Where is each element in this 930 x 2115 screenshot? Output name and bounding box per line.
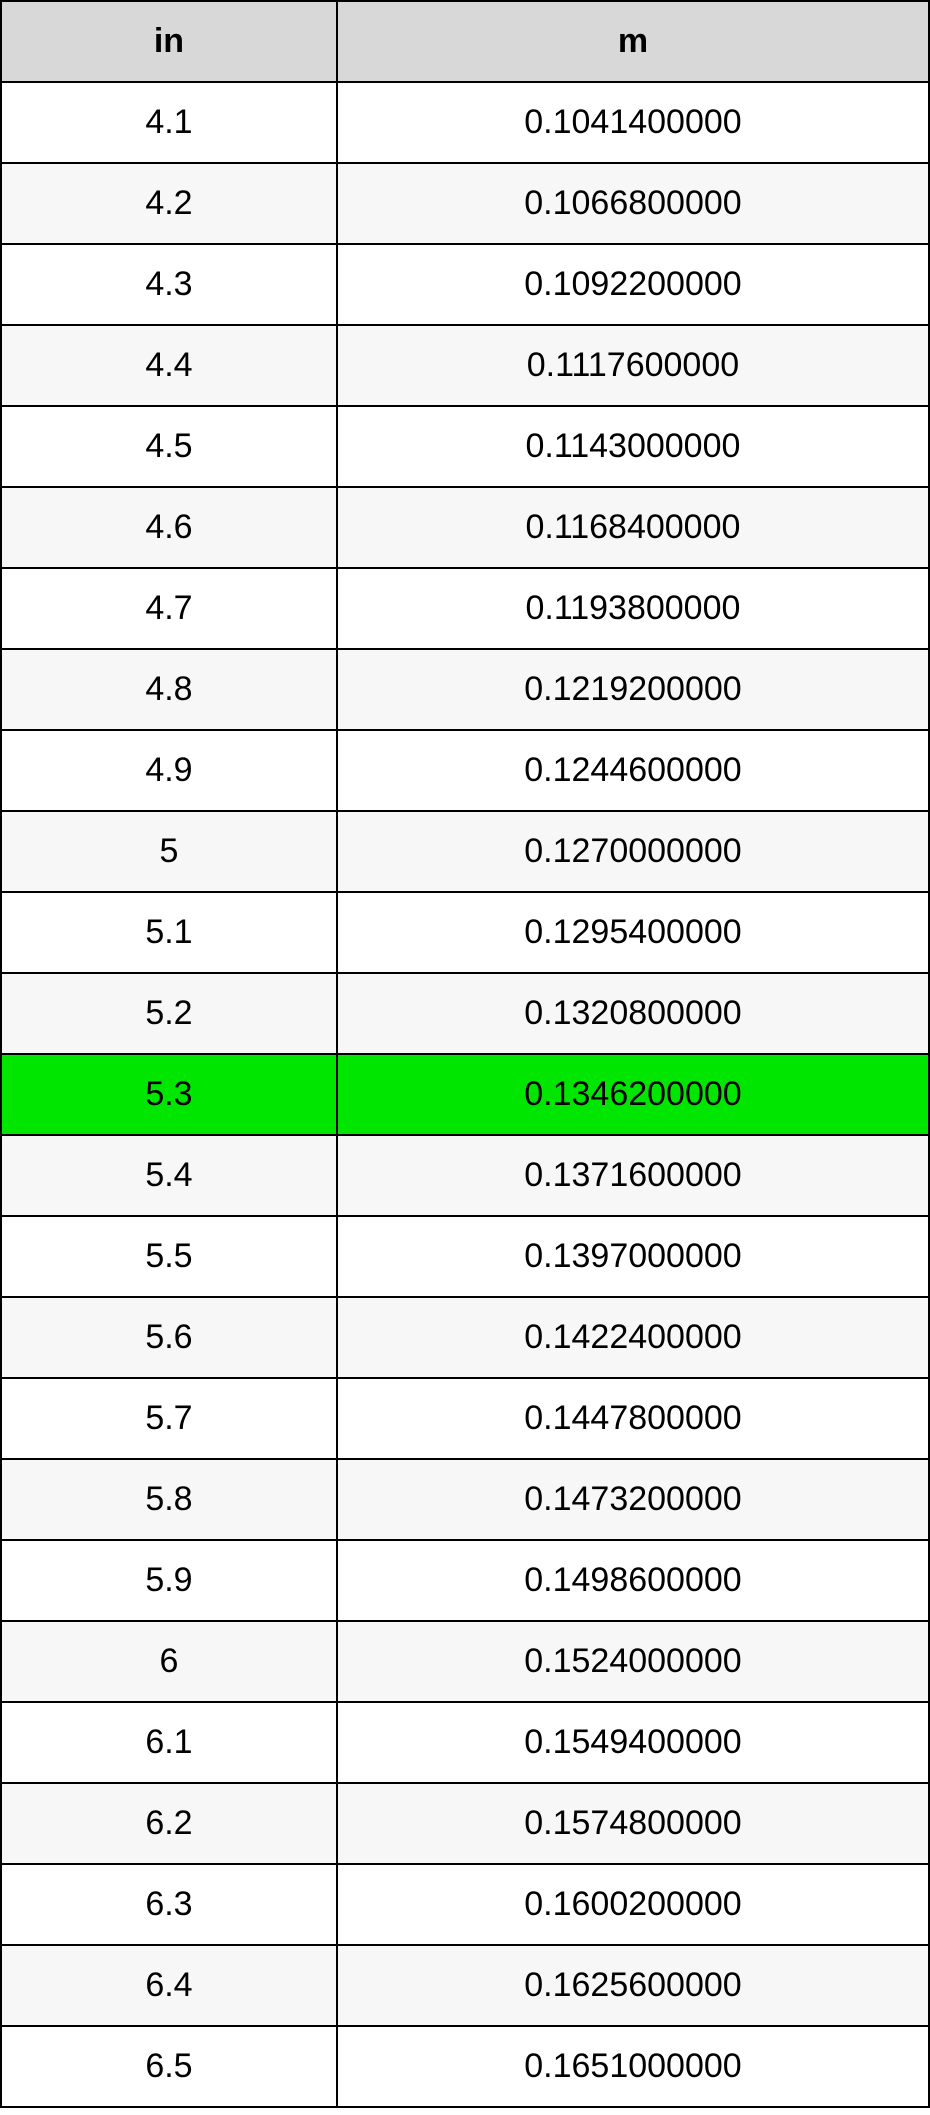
cell-in: 4.6 — [1, 487, 337, 568]
cell-m: 0.1193800000 — [337, 568, 929, 649]
table-row: 5.60.1422400000 — [1, 1297, 929, 1378]
table-row: 5.10.1295400000 — [1, 892, 929, 973]
cell-m: 0.1168400000 — [337, 487, 929, 568]
table-row: 6.30.1600200000 — [1, 1864, 929, 1945]
table-row-highlighted: 5.30.1346200000 — [1, 1054, 929, 1135]
cell-m: 0.1320800000 — [337, 973, 929, 1054]
cell-m: 0.1219200000 — [337, 649, 929, 730]
cell-m: 0.1117600000 — [337, 325, 929, 406]
table-row: 5.90.1498600000 — [1, 1540, 929, 1621]
table-header-row: in m — [1, 1, 929, 82]
cell-in: 4.7 — [1, 568, 337, 649]
table-body: 4.10.1041400000 4.20.1066800000 4.30.109… — [1, 82, 929, 2107]
cell-m: 0.1092200000 — [337, 244, 929, 325]
table-row: 6.50.1651000000 — [1, 2026, 929, 2107]
cell-in: 5.2 — [1, 973, 337, 1054]
cell-m: 0.1549400000 — [337, 1702, 929, 1783]
cell-m: 0.1447800000 — [337, 1378, 929, 1459]
table-row: 50.1270000000 — [1, 811, 929, 892]
cell-in: 4.8 — [1, 649, 337, 730]
cell-m: 0.1244600000 — [337, 730, 929, 811]
table-row: 6.10.1549400000 — [1, 1702, 929, 1783]
table-row: 4.60.1168400000 — [1, 487, 929, 568]
table-row: 4.70.1193800000 — [1, 568, 929, 649]
table-row: 4.90.1244600000 — [1, 730, 929, 811]
table-row: 4.20.1066800000 — [1, 163, 929, 244]
cell-in: 5.7 — [1, 1378, 337, 1459]
table-row: 5.40.1371600000 — [1, 1135, 929, 1216]
cell-in: 5.4 — [1, 1135, 337, 1216]
cell-in: 5.3 — [1, 1054, 337, 1135]
cell-m: 0.1041400000 — [337, 82, 929, 163]
cell-in: 6.1 — [1, 1702, 337, 1783]
cell-in: 4.9 — [1, 730, 337, 811]
table-row: 4.30.1092200000 — [1, 244, 929, 325]
table-row: 4.50.1143000000 — [1, 406, 929, 487]
cell-m: 0.1346200000 — [337, 1054, 929, 1135]
column-header-m: m — [337, 1, 929, 82]
conversion-table: in m 4.10.1041400000 4.20.1066800000 4.3… — [0, 0, 930, 2108]
cell-in: 6.5 — [1, 2026, 337, 2107]
cell-m: 0.1600200000 — [337, 1864, 929, 1945]
cell-in: 5.5 — [1, 1216, 337, 1297]
cell-m: 0.1498600000 — [337, 1540, 929, 1621]
cell-m: 0.1422400000 — [337, 1297, 929, 1378]
cell-in: 6.4 — [1, 1945, 337, 2026]
cell-m: 0.1524000000 — [337, 1621, 929, 1702]
cell-m: 0.1473200000 — [337, 1459, 929, 1540]
cell-in: 4.1 — [1, 82, 337, 163]
cell-in: 6.2 — [1, 1783, 337, 1864]
cell-m: 0.1397000000 — [337, 1216, 929, 1297]
table-row: 6.20.1574800000 — [1, 1783, 929, 1864]
cell-in: 6 — [1, 1621, 337, 1702]
table-row: 4.80.1219200000 — [1, 649, 929, 730]
table-row: 4.10.1041400000 — [1, 82, 929, 163]
cell-m: 0.1066800000 — [337, 163, 929, 244]
cell-in: 5.6 — [1, 1297, 337, 1378]
cell-m: 0.1270000000 — [337, 811, 929, 892]
cell-in: 4.4 — [1, 325, 337, 406]
table-row: 5.20.1320800000 — [1, 973, 929, 1054]
conversion-table-container: in m 4.10.1041400000 4.20.1066800000 4.3… — [0, 0, 930, 2108]
table-row: 5.50.1397000000 — [1, 1216, 929, 1297]
table-row: 4.40.1117600000 — [1, 325, 929, 406]
cell-in: 5.9 — [1, 1540, 337, 1621]
table-row: 6.40.1625600000 — [1, 1945, 929, 2026]
cell-in: 4.5 — [1, 406, 337, 487]
cell-in: 5 — [1, 811, 337, 892]
table-row: 5.70.1447800000 — [1, 1378, 929, 1459]
cell-in: 4.3 — [1, 244, 337, 325]
cell-m: 0.1625600000 — [337, 1945, 929, 2026]
table-row: 5.80.1473200000 — [1, 1459, 929, 1540]
cell-m: 0.1295400000 — [337, 892, 929, 973]
cell-in: 6.3 — [1, 1864, 337, 1945]
cell-in: 5.8 — [1, 1459, 337, 1540]
cell-m: 0.1574800000 — [337, 1783, 929, 1864]
cell-in: 5.1 — [1, 892, 337, 973]
column-header-in: in — [1, 1, 337, 82]
cell-m: 0.1143000000 — [337, 406, 929, 487]
cell-in: 4.2 — [1, 163, 337, 244]
cell-m: 0.1371600000 — [337, 1135, 929, 1216]
cell-m: 0.1651000000 — [337, 2026, 929, 2107]
table-row: 60.1524000000 — [1, 1621, 929, 1702]
